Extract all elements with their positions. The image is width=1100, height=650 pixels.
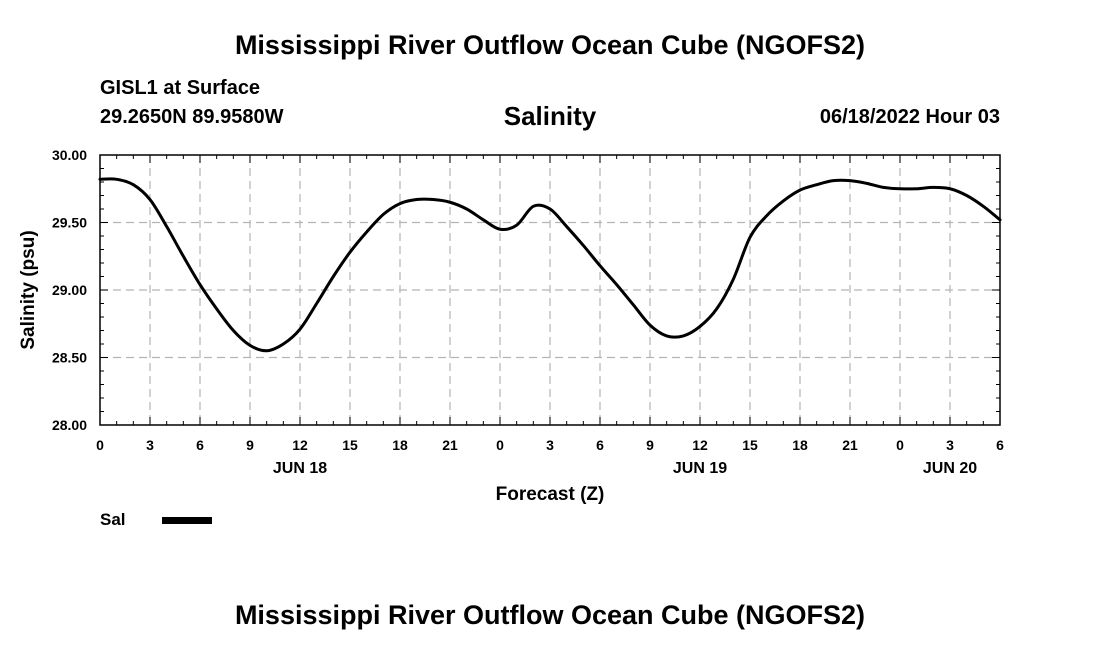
axes: [99, 154, 1001, 426]
station-label: GISL1 at Surface: [100, 77, 261, 99]
x-tick-label: 9: [646, 437, 654, 453]
series-layer: [98, 177, 1002, 353]
x-tick-label: 21: [442, 437, 458, 453]
y-tick-label: 30.00: [52, 147, 87, 163]
date-label: JUN 20: [923, 460, 977, 477]
x-tick-label: 15: [342, 437, 358, 453]
legend-label: Sal: [100, 510, 126, 529]
x-tick-label: 9: [246, 437, 254, 453]
x-tick-label: 18: [392, 437, 408, 453]
chart-title: Salinity: [503, 101, 597, 131]
date-label: JUN 18: [273, 460, 327, 477]
x-tick-label: 18: [792, 437, 808, 453]
y-tick-label: 28.00: [52, 417, 87, 433]
series-line-sal: [98, 177, 1002, 353]
grid: [100, 155, 1000, 425]
x-tick-label: 6: [196, 437, 204, 453]
x-tick-label: 3: [146, 437, 154, 453]
y-axis-title: Salinity (psu): [18, 230, 39, 349]
x-tick-label: 12: [292, 437, 308, 453]
x-tick-label: 0: [96, 437, 104, 453]
station-coordinates: 29.2650N 89.9580W: [100, 106, 284, 128]
forecast-datetime: 06/18/2022 Hour 03: [819, 106, 1000, 128]
x-tick-label: 0: [496, 437, 504, 453]
y-tick-label: 29.00: [52, 282, 87, 298]
footer-title: Mississippi River Outflow Ocean Cube (NG…: [234, 600, 866, 630]
y-tick-label: 28.50: [52, 350, 87, 366]
x-axis-title: Forecast (Z): [496, 484, 605, 505]
date-label: JUN 19: [673, 460, 727, 477]
x-tick-label: 6: [596, 437, 604, 453]
x-tick-label: 3: [946, 437, 954, 453]
y-tick-label: 29.50: [52, 215, 87, 231]
x-tick-label: 0: [896, 437, 904, 453]
x-tick-label: 12: [692, 437, 708, 453]
axis-labels: 0 3 6 9 12 15 18 21 0 3 6 9 12 15 18 21 0 3 6 JUN 18 JUN 19 J…: [18, 147, 1004, 505]
x-tick-label: 15: [742, 437, 758, 453]
x-tick-label: 3: [546, 437, 554, 453]
page-title: Mississippi River Outflow Ocean Cube (NG…: [234, 30, 866, 60]
x-tick-label: 21: [842, 437, 858, 453]
legend-swatch: [162, 517, 212, 524]
x-tick-label: 6: [996, 437, 1004, 453]
